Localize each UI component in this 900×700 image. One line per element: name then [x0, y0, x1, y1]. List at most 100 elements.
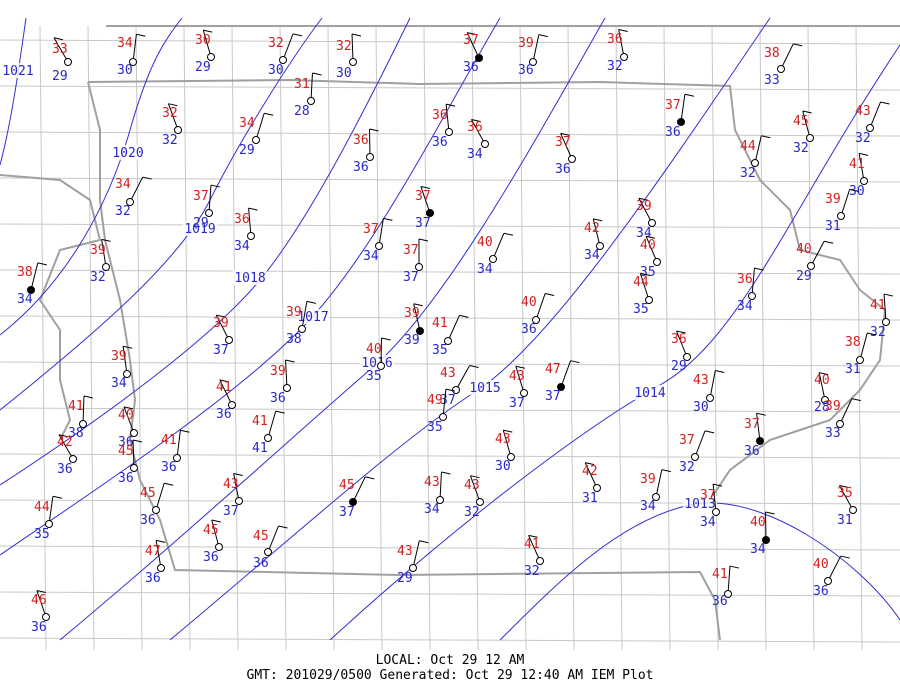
isobar-label: 1016	[361, 356, 392, 371]
station: 39 39	[404, 303, 424, 348]
station: 43 32	[464, 475, 484, 520]
wind-barb	[851, 398, 861, 402]
temperature: 32	[162, 106, 178, 121]
station: 37 36	[744, 412, 766, 459]
dewpoint: 32	[524, 564, 540, 579]
station-circle	[366, 153, 374, 161]
dewpoint: 36	[712, 594, 728, 609]
county-border	[0, 269, 900, 275]
wind-barb	[248, 207, 258, 211]
wind-barb	[37, 262, 47, 266]
temperature: 30	[195, 33, 211, 48]
dewpoint: 29	[397, 571, 413, 586]
dewpoint: 37	[223, 504, 239, 519]
wind-barb	[880, 101, 890, 105]
wind-staff	[132, 439, 135, 469]
dewpoint: 37	[339, 505, 355, 520]
wind-barb	[819, 372, 829, 376]
wind-barb	[210, 184, 221, 188]
isobar-label: 1015	[469, 381, 500, 396]
station: 39 37	[213, 314, 233, 358]
county-border	[375, 25, 383, 651]
dewpoint: 29	[796, 269, 812, 284]
dewpoint: 36	[161, 460, 177, 475]
wind-staff	[58, 434, 74, 460]
dewpoint: 33	[764, 73, 780, 88]
dewpoint: 34	[640, 499, 656, 514]
county-border	[0, 315, 900, 321]
temperature: 43	[855, 104, 871, 119]
wind-barb	[459, 314, 469, 318]
wind-staff	[36, 590, 47, 618]
temperature: 45	[118, 444, 134, 459]
wind-staff	[215, 314, 230, 341]
temperature: 41	[870, 298, 886, 313]
dewpoint: 36	[253, 556, 269, 571]
wind-staff	[123, 406, 135, 434]
wind-staff	[267, 410, 277, 439]
wind-barb	[645, 235, 656, 239]
wind-barb	[445, 388, 456, 392]
station: 36 34	[737, 267, 764, 314]
dewpoint: 31	[837, 513, 853, 528]
temperature: 41	[712, 567, 728, 582]
dewpoint: 28	[294, 104, 310, 119]
temperature: 37	[363, 222, 379, 237]
wind-staff	[122, 346, 128, 375]
wind-staff	[219, 379, 233, 406]
dewpoint: 35	[633, 302, 649, 317]
wind-staff	[211, 519, 220, 548]
temperature: 35	[837, 486, 853, 501]
wind-staff	[469, 475, 481, 503]
dewpoint: 36	[216, 407, 232, 422]
isobar-line	[0, 17, 323, 411]
wind-barb	[503, 429, 513, 433]
wind-staff	[233, 473, 240, 502]
wind-staff	[751, 268, 755, 297]
wind-staff	[859, 332, 868, 361]
temperature: 40	[521, 295, 537, 310]
station: 40 35	[366, 337, 391, 384]
station: 45 36	[118, 439, 143, 486]
wind-staff	[869, 101, 881, 129]
temperature: 43	[509, 369, 525, 384]
dewpoint: 29	[195, 60, 211, 75]
station-circle	[653, 258, 661, 266]
station: 30 29	[195, 29, 215, 75]
local-time: LOCAL: Oct 29 12 AM	[376, 653, 525, 668]
station: 43 30	[693, 370, 725, 415]
temperature: 43	[397, 544, 413, 559]
wind-barb	[883, 293, 894, 297]
station-circle	[712, 508, 720, 516]
dewpoint: 35	[432, 343, 448, 358]
wind-barb	[761, 135, 771, 139]
station: 45 32	[793, 110, 814, 156]
temperature: 36	[607, 32, 623, 47]
station-circle	[27, 286, 35, 294]
wind-staff	[447, 315, 460, 342]
station-circle	[436, 496, 444, 504]
county-border	[855, 25, 863, 651]
station-circle	[252, 136, 260, 144]
temperature: 44	[740, 139, 756, 154]
station-circle	[123, 370, 131, 378]
wind-barb	[419, 540, 429, 544]
isobar-line	[0, 17, 183, 336]
wind-barb	[180, 429, 190, 433]
temperature: 45	[793, 114, 809, 129]
temperature: 34	[117, 36, 133, 51]
station: 36 29	[671, 330, 691, 374]
county-border	[135, 25, 143, 651]
wind-barb	[168, 103, 178, 107]
wind-staff	[255, 113, 265, 141]
station-circle	[706, 394, 714, 402]
station: 40 28	[814, 372, 830, 415]
temperature: 43	[495, 432, 511, 447]
temperature: 37	[193, 189, 209, 204]
station-circle	[593, 484, 601, 492]
wind-staff	[267, 525, 279, 553]
wind-barb	[58, 434, 69, 438]
station-circle	[751, 159, 759, 167]
station-circle	[520, 389, 528, 397]
station: 37 32	[679, 430, 715, 475]
